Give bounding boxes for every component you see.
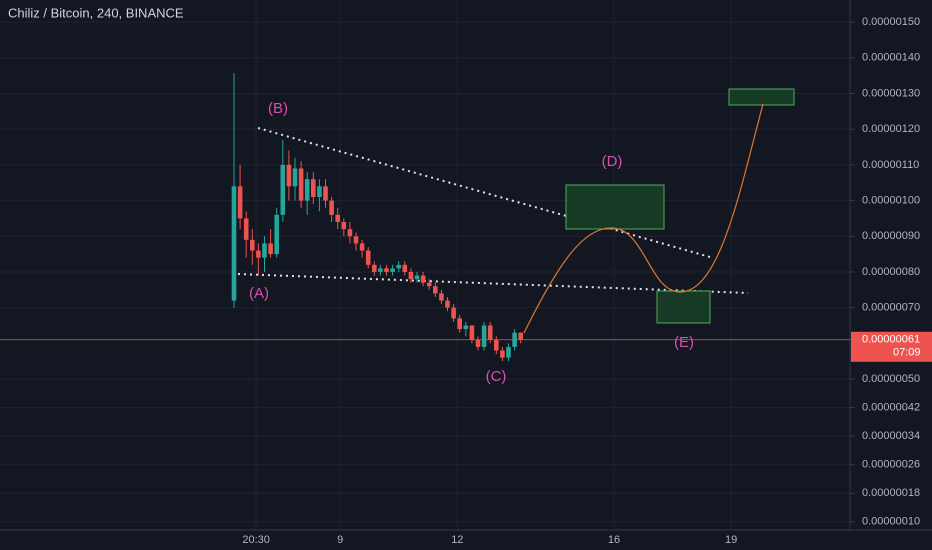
candle-body (372, 264, 377, 272)
candle-body (286, 164, 292, 187)
y-tick-label: 0.00000150 (862, 16, 920, 28)
last-price-label: 0.00000061 (862, 334, 920, 346)
candle-body (408, 271, 414, 280)
candle-body (451, 307, 456, 319)
candle-body (384, 268, 389, 272)
candle-body (506, 346, 511, 358)
candle-body (256, 250, 261, 258)
drawings (237, 88, 795, 334)
candle-body (457, 318, 462, 330)
candle-body (494, 339, 499, 351)
candle-body (317, 186, 322, 198)
target-box (728, 88, 795, 106)
grid (0, 0, 850, 530)
candle-body (469, 325, 475, 340)
wave-label: (E) (674, 334, 694, 351)
y-tick-label: 0.00000010 (862, 516, 920, 528)
candle-body (292, 168, 298, 187)
candle-body (463, 325, 469, 330)
target-box (656, 290, 711, 324)
x-tick-label: 20:30 (242, 534, 270, 546)
y-tick-label: 0.00000090 (862, 230, 920, 242)
y-tick-label: 0.00000042 (862, 401, 920, 413)
candle-body (378, 268, 383, 272)
candle-body (262, 243, 267, 258)
candle-body (426, 282, 432, 287)
candle-body (341, 221, 347, 230)
candle-body (365, 250, 371, 265)
candle-body (353, 236, 359, 244)
y-tick-label: 0.00000026 (862, 459, 920, 471)
x-tick-label: 19 (725, 534, 737, 546)
wave-label: (A) (249, 285, 269, 302)
candle-body (329, 200, 334, 215)
candle-body (445, 300, 450, 308)
y-tick-label: 0.00000050 (862, 373, 920, 385)
last-price-tag (851, 331, 932, 362)
candle-body (274, 214, 279, 255)
trend-line (257, 127, 711, 258)
y-tick-label: 0.00000140 (862, 52, 920, 64)
x-tick-label: 12 (451, 534, 463, 546)
candle-body (439, 293, 444, 301)
candle-body (250, 239, 255, 251)
candle-body (335, 214, 340, 222)
candle-body (298, 168, 304, 201)
candle-body (402, 264, 408, 272)
candle-body (396, 264, 401, 269)
chart-title: Chiliz / Bitcoin, 240, BINANCE (8, 5, 184, 20)
wave-label: (D) (602, 153, 623, 170)
trend-line (237, 273, 749, 294)
candle-body (359, 243, 365, 251)
candle-body (311, 179, 316, 198)
candle-body (237, 186, 243, 219)
candle-body (390, 268, 395, 272)
candle-body (414, 275, 420, 280)
target-box (565, 184, 665, 230)
candle-body (433, 286, 438, 294)
candle-body (243, 218, 249, 240)
x-tick-label: 9 (337, 534, 343, 546)
candles (231, 73, 523, 362)
countdown: 07:09 (893, 347, 921, 359)
candle-body (280, 164, 286, 215)
y-tick-label: 0.00000120 (862, 123, 920, 135)
candle-body (487, 325, 493, 340)
y-tick-label: 0.00000018 (862, 487, 920, 499)
candle-body (500, 350, 505, 358)
wave-label: (C) (486, 368, 507, 385)
y-tick-label: 0.00000130 (862, 87, 920, 99)
candle-body (481, 325, 487, 347)
y-tick-label: 0.00000080 (862, 266, 920, 278)
candle-body (347, 229, 353, 237)
y-tick-label: 0.00000070 (862, 302, 920, 314)
candle-body (268, 243, 273, 255)
candle-body (304, 179, 310, 201)
y-tick-label: 0.00000100 (862, 194, 920, 206)
projection-curve (523, 103, 764, 334)
candle-body (475, 339, 481, 347)
candle-body (231, 186, 237, 301)
wave-label: (B) (268, 100, 288, 117)
candle-body (420, 275, 426, 283)
y-tick-label: 0.00000110 (862, 159, 919, 171)
x-tick-label: 16 (608, 534, 620, 546)
candle-body (518, 332, 523, 340)
y-tick-label: 0.00000034 (862, 430, 920, 442)
candle-body (323, 186, 328, 201)
